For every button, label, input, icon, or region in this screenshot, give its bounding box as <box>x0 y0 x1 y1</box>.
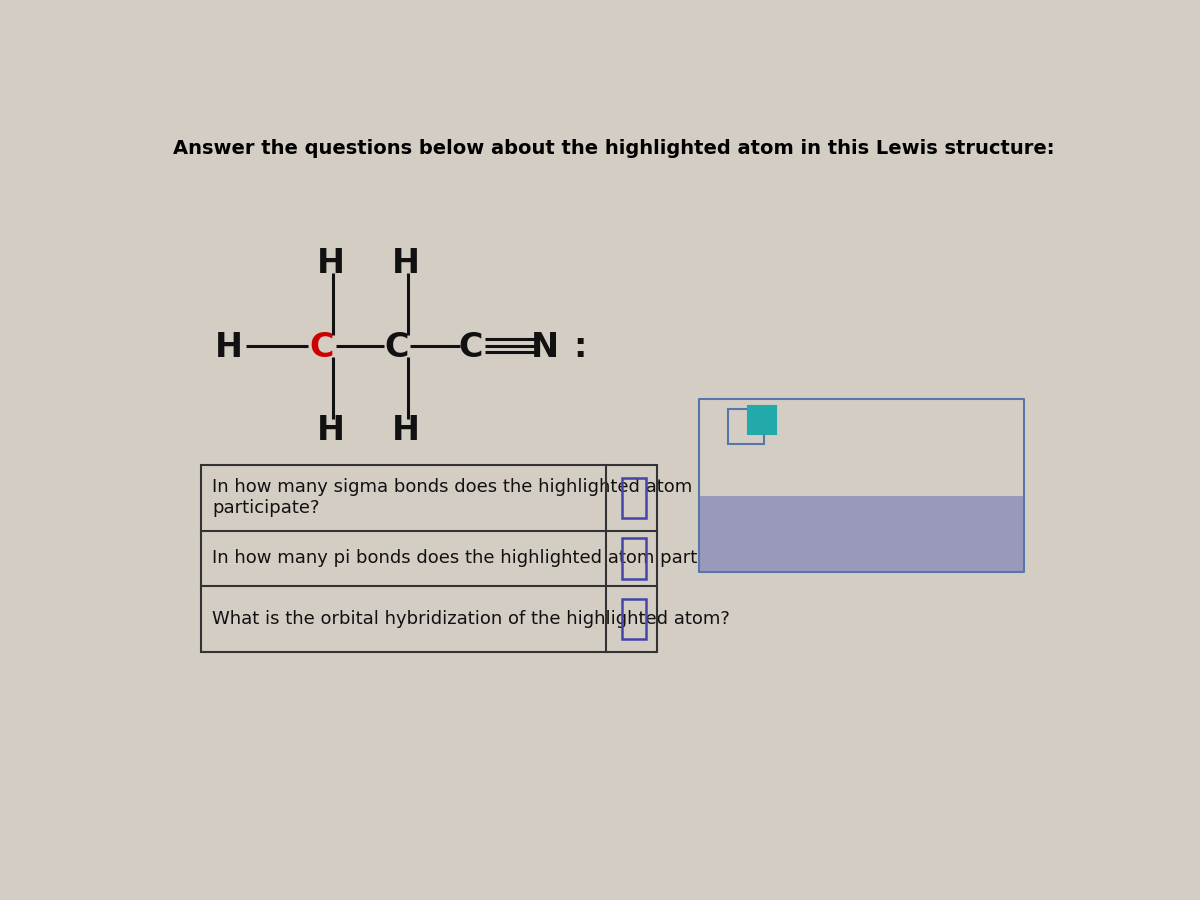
Text: H: H <box>215 330 244 364</box>
Bar <box>728 410 764 444</box>
Text: Answer the questions below about the highlighted atom in this Lewis structure:: Answer the questions below about the hig… <box>173 140 1055 158</box>
Text: C: C <box>384 330 409 364</box>
Text: C: C <box>458 330 484 364</box>
Text: What is the orbital hybridization of the highlighted atom?: What is the orbital hybridization of the… <box>212 610 730 628</box>
Bar <box>748 406 776 434</box>
Text: ?: ? <box>953 529 966 554</box>
Text: ↺: ↺ <box>852 529 871 554</box>
Bar <box>202 465 656 652</box>
Text: H: H <box>391 248 420 281</box>
Bar <box>622 478 646 518</box>
Bar <box>622 599 646 639</box>
Text: H: H <box>317 414 346 446</box>
Text: :: : <box>572 330 587 364</box>
Bar <box>698 399 1024 496</box>
Bar <box>698 399 1024 572</box>
Text: H: H <box>391 414 420 446</box>
Bar <box>698 496 1024 572</box>
Text: In how many pi bonds does the highlighted atom participate?: In how many pi bonds does the highlighte… <box>212 549 768 568</box>
Text: C: C <box>310 330 335 364</box>
Text: In how many sigma bonds does the highlighted atom
participate?: In how many sigma bonds does the highlig… <box>212 479 692 518</box>
Bar <box>622 538 646 579</box>
Text: X: X <box>748 529 767 554</box>
Text: N: N <box>532 330 559 364</box>
Text: H: H <box>317 248 346 281</box>
